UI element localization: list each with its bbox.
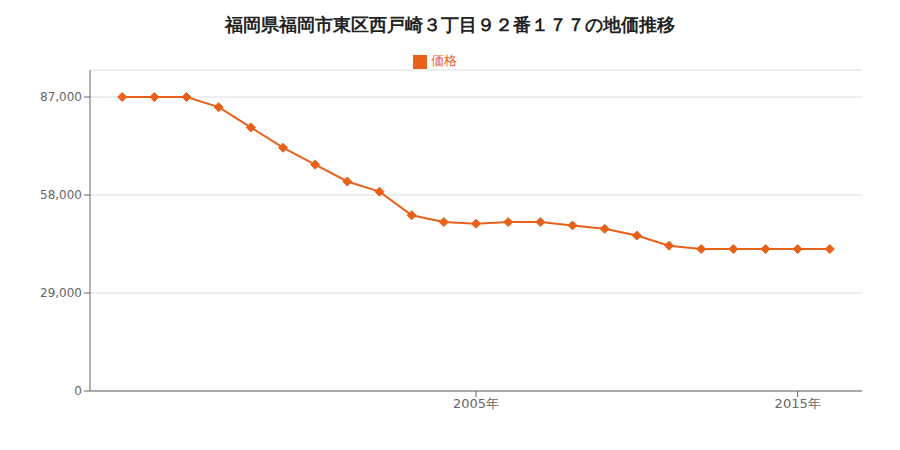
svg-text:29,000: 29,000 bbox=[40, 286, 82, 300]
svg-text:58,000: 58,000 bbox=[40, 188, 82, 202]
html-text:価格: 価格 bbox=[431, 53, 457, 68]
svg-text:2015年: 2015年 bbox=[775, 396, 821, 411]
svg-text:2005年: 2005年 bbox=[453, 396, 499, 411]
svg-text:0: 0 bbox=[74, 384, 82, 398]
html-text:福岡県福岡市東区西戸崎３丁目９２番１７７の地価推移: 福岡県福岡市東区西戸崎３丁目９２番１７７の地価推移 bbox=[225, 14, 675, 35]
svg-text:87,000: 87,000 bbox=[40, 90, 82, 104]
